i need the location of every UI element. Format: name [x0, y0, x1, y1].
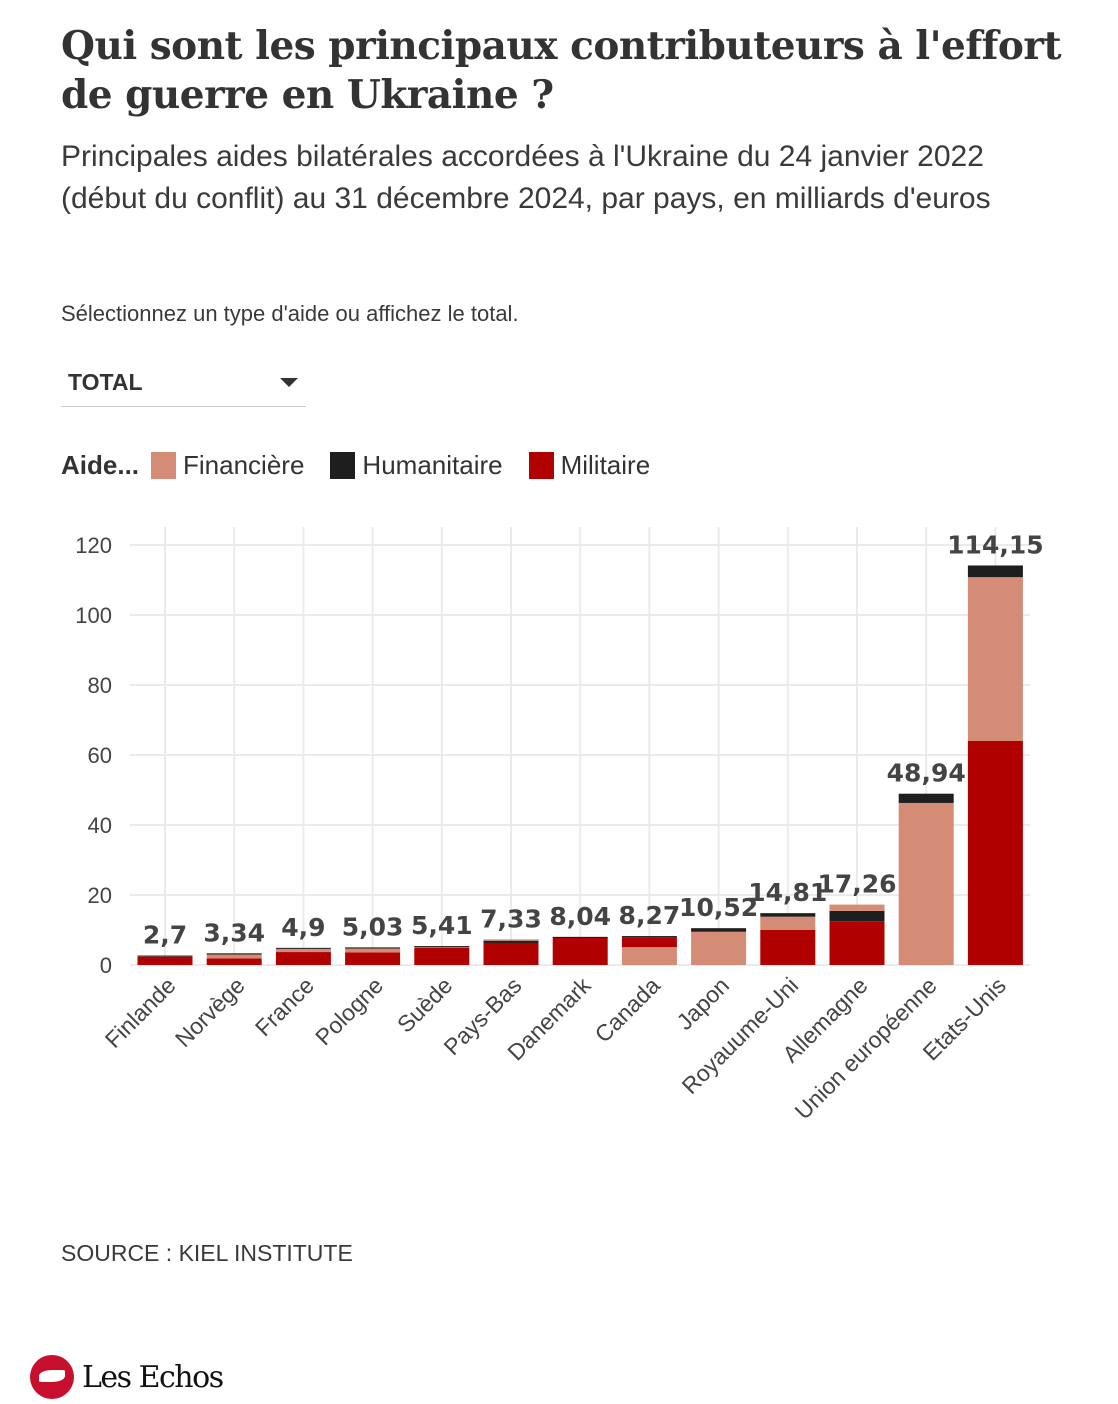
bar-segment-militaire	[414, 947, 470, 965]
bar-segment-financiere	[414, 946, 470, 948]
total-data-label: 10,52	[679, 893, 758, 922]
bar-segment-humanitaire	[483, 940, 539, 943]
x-category-label: Finlande	[100, 972, 181, 1053]
bar-segment-militaire	[967, 741, 1023, 965]
total-data-label: 17,26	[817, 870, 896, 899]
bar-segment-militaire	[275, 952, 331, 965]
stacked-bar-chart: 0 20 40 60 80 100 120 2,7 Finlande 3,34 Norvège 4,9…	[75, 527, 1044, 1124]
bar-segment-humanitaire	[552, 936, 608, 938]
bar-segment-financiere	[345, 948, 401, 953]
bar-segment-militaire	[206, 958, 262, 965]
bar-segment-humanitaire	[345, 947, 401, 949]
les-echos-emblem-icon	[30, 1355, 74, 1399]
total-data-label: 3,34	[203, 918, 265, 947]
bar-segment-humanitaire	[621, 936, 677, 938]
les-echos-logo: Les Echos	[30, 1355, 224, 1399]
bar-segment-militaire	[829, 921, 885, 965]
y-tick-label: 120	[75, 533, 112, 558]
x-category-label: Norvège	[170, 972, 250, 1052]
bar-segment-humanitaire	[760, 913, 816, 917]
bar-segment-humanitaire	[275, 947, 331, 949]
bar-segment-humanitaire	[829, 910, 885, 922]
source-note: SOURCE : KIEL INSTITUTE	[61, 1240, 353, 1266]
legend-title: Aide...	[61, 449, 140, 480]
bar-segment-financiere	[898, 802, 954, 965]
bar-segment-humanitaire	[206, 953, 262, 955]
bar-segment-humanitaire	[967, 565, 1023, 578]
legend-label: Militaire	[560, 449, 651, 480]
y-tick-label: 40	[88, 813, 112, 838]
total-data-label: 5,03	[342, 912, 404, 941]
total-data-label: 4,9	[281, 913, 325, 942]
total-data-label: 8,27	[619, 901, 681, 930]
bar-segment-financiere	[483, 939, 539, 941]
total-data-label: 48,94	[887, 759, 966, 788]
bar-segment-financiere	[691, 931, 747, 965]
bar-segment-militaire	[137, 956, 193, 965]
x-category-label: France	[250, 972, 319, 1041]
bar-segment-financiere	[275, 948, 331, 953]
brand-name: Les Echos	[82, 1359, 224, 1395]
legend: Aide... Financière Humanitaire Militaire	[61, 448, 676, 482]
legend-item-humanitaire[interactable]: Humanitaire	[330, 449, 503, 481]
bar-segment-militaire	[345, 952, 401, 965]
x-category-label: Pologne	[310, 972, 388, 1050]
total-data-label: 114,15	[947, 530, 1043, 559]
y-tick-label: 80	[88, 673, 112, 698]
bar-segment-militaire	[552, 937, 608, 965]
bar-segment-humanitaire	[137, 955, 193, 957]
bar-segment-financiere	[829, 904, 885, 911]
chart-subtitle: Principales aides bilatérales accordées …	[61, 140, 991, 215]
chart-title: Qui sont les principaux contributeurs à …	[61, 23, 1062, 118]
bar-segment-militaire	[483, 942, 539, 965]
total-data-label: 5,41	[411, 911, 473, 940]
bar-segment-humanitaire	[414, 946, 470, 948]
total-data-label: 7,33	[480, 904, 542, 933]
bar-segment-militaire	[760, 930, 816, 965]
bar-segment-financiere	[621, 947, 677, 965]
bar-segment-humanitaire	[898, 793, 954, 803]
x-category-label: Japon	[671, 972, 734, 1035]
total-data-label: 8,04	[549, 902, 611, 931]
aid-type-dropdown[interactable]: TOTAL	[61, 362, 306, 407]
y-tick-label: 60	[88, 743, 112, 768]
y-tick-label: 100	[75, 603, 112, 628]
legend-label: Financière	[183, 449, 305, 480]
bar-segment-financiere	[760, 916, 816, 930]
legend-label: Humanitaire	[362, 449, 503, 480]
y-tick-label: 0	[100, 953, 112, 978]
legend-item-financiere[interactable]: Financière	[151, 450, 304, 481]
caret-down-icon	[280, 378, 298, 387]
instruction-text: Sélectionnez un type d'aide ou affichez …	[61, 301, 519, 326]
legend-swatch-militaire	[528, 451, 554, 479]
total-data-label: 14,81	[748, 878, 827, 907]
bar-segment-financiere	[206, 954, 262, 959]
legend-swatch-humanitaire	[330, 451, 356, 479]
x-category-label: Canada	[590, 972, 666, 1048]
legend-item-militaire[interactable]: Militaire	[528, 449, 651, 481]
legend-swatch-financiere	[151, 451, 177, 479]
bar-segment-financiere	[967, 577, 1023, 741]
bar-segment-humanitaire	[691, 928, 747, 932]
total-data-label: 2,7	[143, 921, 187, 950]
x-category-label: Suède	[392, 972, 457, 1037]
y-tick-label: 20	[88, 883, 112, 908]
dropdown-value: TOTAL	[68, 369, 143, 395]
bar-segment-militaire	[621, 937, 677, 948]
